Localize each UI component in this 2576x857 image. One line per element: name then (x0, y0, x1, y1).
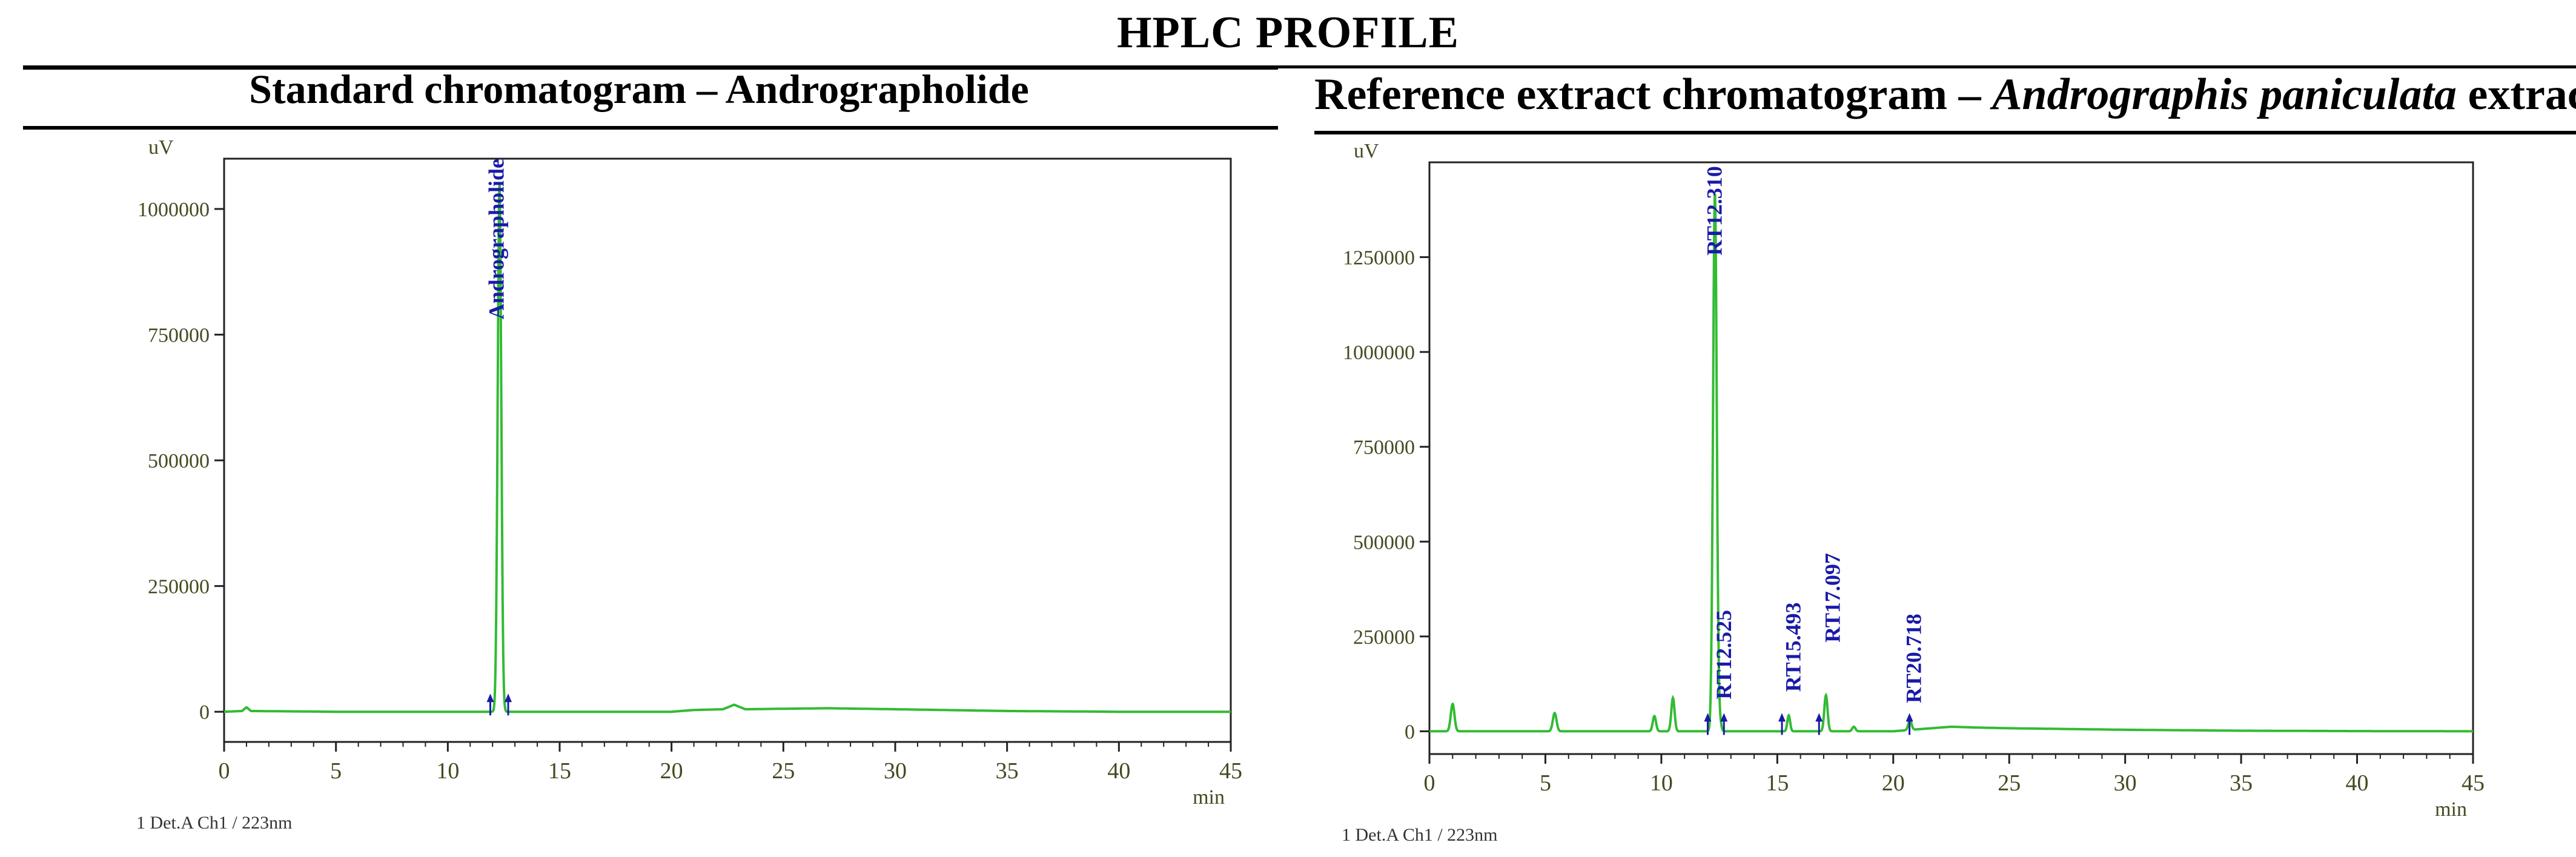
right-panel-title: Reference extract chromatogram – Androgr… (1314, 69, 2576, 121)
left-y-tick-label: 750000 (148, 325, 210, 347)
right-integration-marker-head (1778, 713, 1786, 722)
right-y-unit: uV (1354, 140, 1379, 162)
right-y-tick-label: 1250000 (1343, 247, 1415, 270)
left-x-tick-label: 40 (1107, 758, 1130, 784)
left-y-tick-label: 0 (199, 701, 210, 724)
left-y-tick-label: 1000000 (137, 199, 210, 221)
right-x-tick-label: 20 (1882, 770, 1905, 796)
left-x-tick-label: 0 (219, 758, 230, 784)
left-y-unit: uV (148, 136, 174, 159)
left-plot-frame (223, 157, 1232, 743)
right-integration-marker-head (1906, 713, 1913, 722)
right-integration-marker-head (1815, 713, 1823, 722)
right-x-tick-label: 10 (1650, 770, 1673, 796)
figure-title: HPLC PROFILE (1117, 8, 1459, 58)
right-integration-marker-head (1720, 713, 1728, 722)
left-x-tick-label: 45 (1219, 758, 1242, 784)
right-x-tick-label: 25 (1998, 770, 2021, 796)
left-x-tick-label: 10 (436, 758, 459, 784)
left-y-tick-label: 250000 (148, 576, 210, 598)
right-title-end: extract (2468, 70, 2576, 119)
right-y-tick-label: 1000000 (1343, 342, 1415, 364)
right-x-unit: min (2435, 798, 2467, 821)
right-y-tick-label: 250000 (1353, 626, 1415, 649)
right-signal-trace (1429, 193, 2473, 733)
right-integration-marker-head (1704, 713, 1712, 722)
right-x-tick-label: 0 (1424, 770, 1435, 796)
left-x-tick-label: 30 (884, 758, 907, 784)
left-panel-title: Standard chromatogram – Andrographolide (249, 66, 1029, 112)
right-x-tick-label: 35 (2230, 770, 2253, 796)
right-x-tick-label: 40 (2346, 770, 2369, 796)
left-peak-label: Andrographolide (485, 159, 509, 319)
left-x-tick-label: 25 (772, 758, 795, 784)
right-peak-label: RT12.310 (1702, 166, 1726, 256)
left-x-tick-label: 15 (548, 758, 571, 784)
left-panel-title-underline (23, 126, 1278, 130)
right-y-tick-label: 500000 (1353, 531, 1415, 554)
right-peak-label: RT15.493 (1781, 602, 1806, 692)
right-y-tick-label: 750000 (1353, 437, 1415, 459)
right-panel-title-underline (1314, 131, 2576, 134)
right-y-tick-label: 0 (1405, 721, 1415, 743)
left-integration-marker-head (486, 693, 494, 703)
right-peak-label: RT12.525 (1712, 610, 1736, 700)
right-x-tick-label: 45 (2462, 770, 2485, 796)
left-x-tick-label: 5 (330, 758, 342, 784)
left-signal-trace (224, 185, 1231, 713)
left-footer: 1 Det.A Ch1 / 223nm (136, 813, 293, 833)
left-x-tick-label: 35 (996, 758, 1019, 784)
left-y-tick-label: 500000 (148, 450, 210, 472)
right-x-tick-label: 30 (2114, 770, 2137, 796)
right-title-main: Reference extract chromatogram – (1314, 70, 1993, 119)
right-title-italic: Andrographis paniculata (1992, 70, 2457, 119)
title-rule-right (1278, 65, 2576, 68)
left-x-tick-label: 20 (660, 758, 683, 784)
right-peak-label: RT20.718 (1902, 614, 1926, 703)
right-peak-label: RT17.097 (1821, 553, 1845, 643)
title-rule-left (23, 65, 1278, 70)
right-plot-frame (1428, 161, 2474, 755)
left-integration-marker-head (505, 693, 512, 703)
right-footer: 1 Det.A Ch1 / 223nm (1342, 825, 1498, 845)
right-x-tick-label: 5 (1540, 770, 1551, 796)
left-x-unit: min (1193, 786, 1225, 809)
right-x-tick-label: 15 (1766, 770, 1789, 796)
